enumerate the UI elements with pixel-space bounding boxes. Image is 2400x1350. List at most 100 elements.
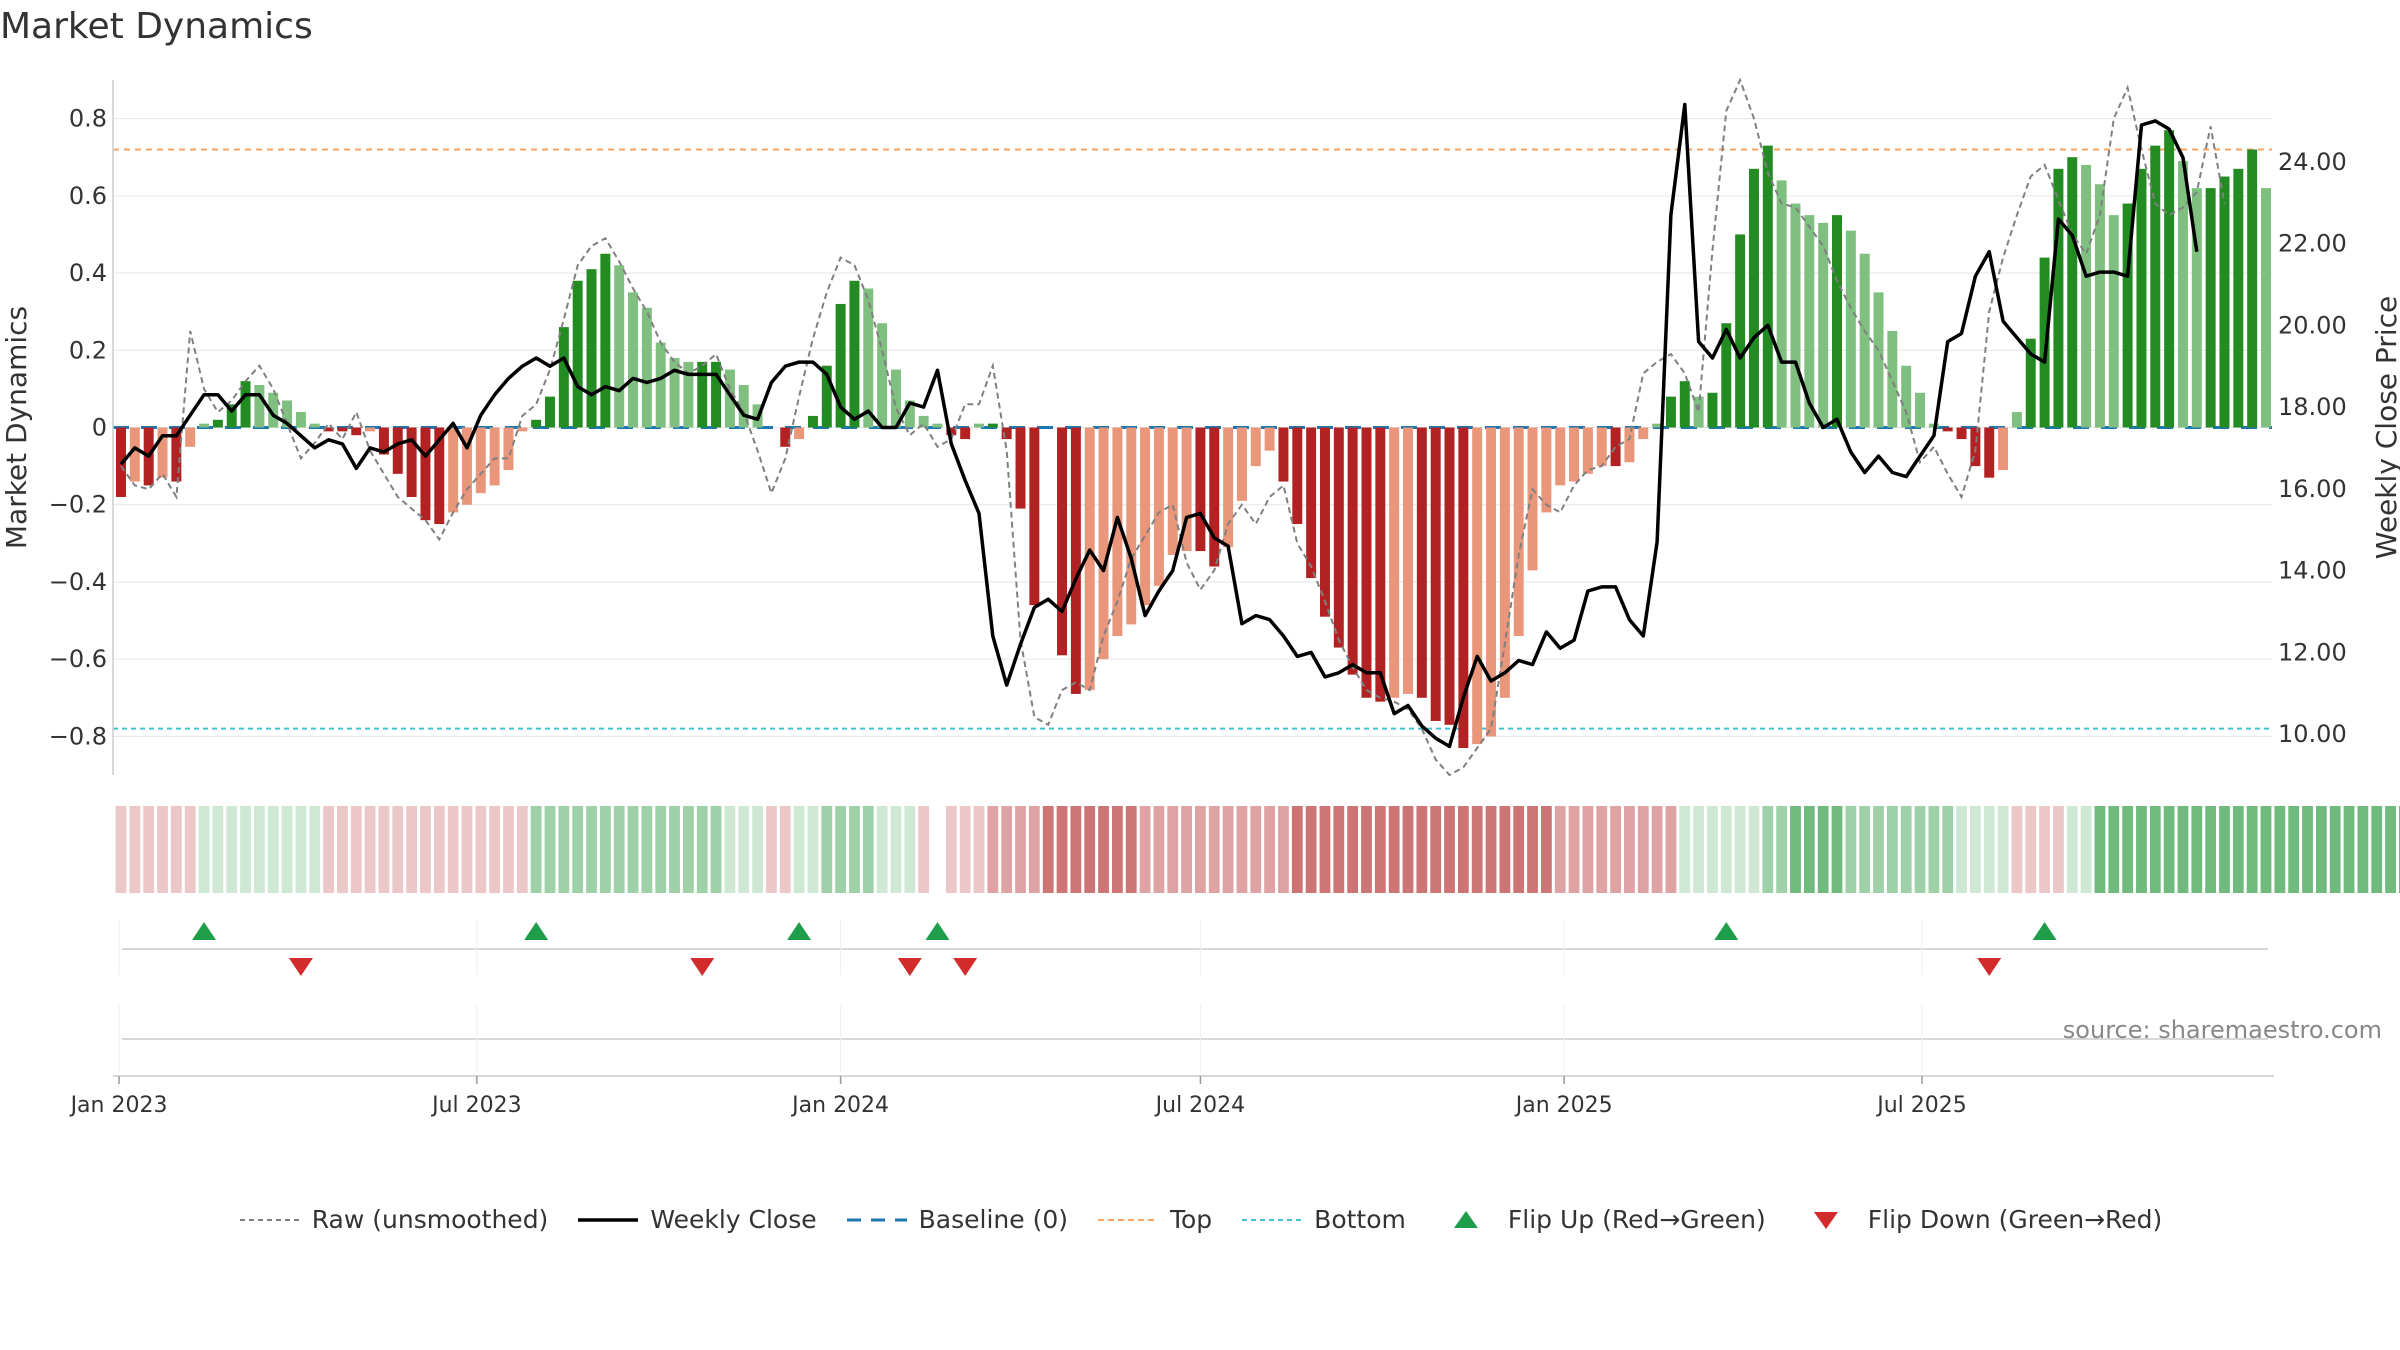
dynamics-bar (1665, 396, 1676, 428)
dynamics-bar (1555, 427, 1566, 486)
dynamics-bar (1652, 423, 1663, 428)
y-left-tick-label: −0.2 (49, 491, 107, 519)
dynamics-bar (1915, 392, 1926, 428)
regime-cell (295, 806, 307, 893)
y-right-tick-label: 18.00 (2278, 393, 2347, 421)
legend-symbol-flip_down (1813, 1211, 1838, 1229)
regime-cell (2219, 806, 2230, 893)
regime-cell (157, 806, 168, 893)
dynamics-bar (1333, 427, 1344, 648)
regime-cell (766, 806, 777, 893)
regime-cell (2066, 806, 2078, 893)
regime-cell (1167, 806, 1179, 893)
dynamics-bar (1278, 427, 1289, 482)
dynamics-bar (1015, 427, 1026, 509)
dynamics-bar (1790, 203, 1801, 428)
y-left-tick-label: 0.2 (69, 336, 107, 364)
regime-cell (1291, 806, 1303, 893)
regime-cell (1111, 806, 1123, 893)
regime-cell (2039, 806, 2050, 893)
dynamics-bar (1098, 427, 1109, 660)
dynamics-bar (1721, 323, 1732, 428)
regime-cell (1956, 806, 1967, 893)
dynamics-bar (295, 412, 306, 428)
regime-cell (212, 806, 224, 893)
dynamics-bar (1776, 180, 1787, 428)
regime-cell (641, 806, 653, 893)
dynamics-bar (545, 396, 555, 428)
legend-label: Top (1169, 1205, 1213, 1234)
regime-cell (1527, 806, 1538, 893)
dynamics-bar (2025, 338, 2036, 428)
regime-cell (2232, 806, 2244, 893)
regime-cell (1845, 806, 1857, 893)
dynamics-bar (1458, 427, 1469, 748)
flip-down-marker (288, 958, 313, 976)
regime-cell (1402, 806, 1414, 893)
dynamics-bar (1707, 392, 1718, 428)
regime-cell (198, 806, 210, 893)
y-left-tick-label: −0.4 (49, 568, 107, 596)
regime-cell (2274, 806, 2286, 893)
dynamics-bar (268, 392, 279, 428)
regime-cell (1859, 806, 1871, 893)
dynamics-bar (794, 427, 805, 440)
regime-cell (752, 806, 763, 893)
dynamics-bar (835, 303, 846, 428)
regime-cell (1831, 806, 1843, 893)
regime-cell (1900, 806, 1912, 893)
dynamics-bar (1859, 253, 1870, 428)
regime-cell (240, 806, 251, 893)
regime-cell (253, 806, 265, 893)
regime-cell (1444, 806, 1455, 893)
dynamics-bar (600, 253, 611, 428)
regime-cell (544, 806, 556, 893)
dynamics-bar (877, 323, 888, 428)
flip-up-marker (1714, 922, 1739, 940)
dynamics-bar (932, 423, 943, 428)
dynamics-bar (1998, 427, 2009, 470)
dynamics-bar (1610, 427, 1621, 467)
dynamics-bar (807, 415, 818, 428)
regime-cell (1914, 806, 1926, 893)
dynamics-bar (2191, 188, 2202, 428)
dynamics-bar (724, 369, 735, 428)
dynamics-bar (129, 427, 140, 482)
regime-cell (1208, 806, 1220, 893)
regime-cell (558, 806, 570, 893)
dynamics-bar (974, 423, 984, 428)
legend-swatch-close (578, 1217, 639, 1222)
regime-cell (475, 806, 487, 893)
regime-cell (890, 806, 902, 893)
dynamics-bar (1430, 427, 1441, 721)
y-left-tick-label: 0.4 (69, 259, 107, 287)
regime-cell (1776, 806, 1788, 893)
regime-cell (821, 806, 833, 893)
dynamics-bar (738, 385, 749, 428)
regime-cell (1942, 806, 1954, 893)
dynamics-bar (1195, 427, 1206, 552)
dynamics-bar (1223, 427, 1234, 548)
dynamics-bar (1112, 427, 1123, 636)
regime-cell (655, 806, 667, 893)
regime-cell (613, 806, 625, 893)
regime-cell (1499, 806, 1511, 893)
dynamics-bar (240, 381, 251, 428)
regime-cell (433, 806, 445, 893)
dynamics-bar (309, 423, 320, 428)
dynamics-bar (489, 427, 500, 486)
dynamics-bar (1832, 215, 1842, 428)
regime-cell (392, 806, 404, 893)
y-right-tick-label: 12.00 (2278, 638, 2347, 666)
regime-cell (2302, 806, 2313, 893)
dynamics-bar (1845, 230, 1856, 428)
dynamics-bar (821, 365, 832, 428)
dynamics-bar (655, 342, 666, 428)
flip-markers (118, 920, 2268, 1072)
dynamics-bar (960, 427, 971, 440)
dynamics-bar (199, 423, 210, 428)
flip-down-marker (897, 958, 922, 976)
dynamics-bar (1984, 427, 1995, 478)
regime-cell (849, 806, 860, 893)
regime-cell (807, 806, 819, 893)
